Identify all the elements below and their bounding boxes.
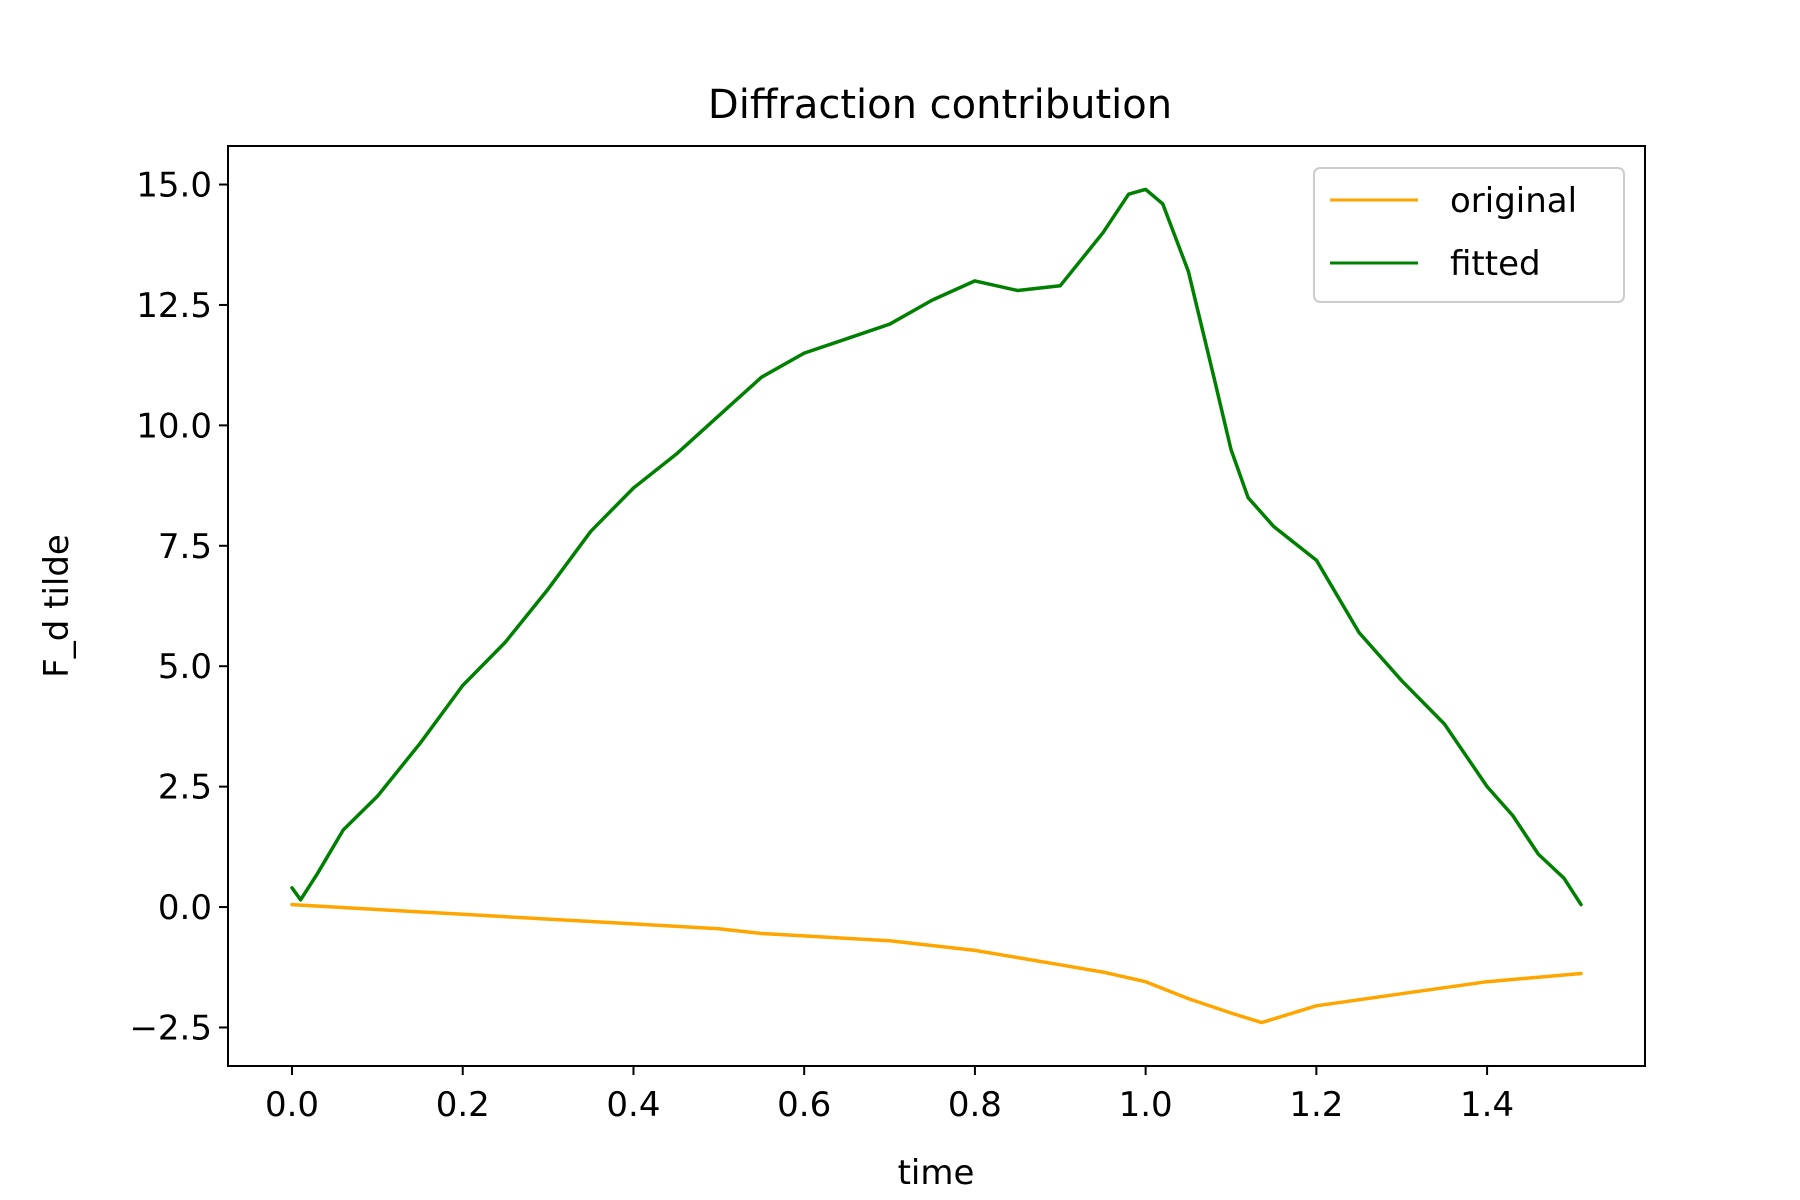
legend-label-original: original bbox=[1450, 181, 1577, 221]
x-tick-label: 0.2 bbox=[436, 1085, 490, 1125]
y-tick-label: 15.0 bbox=[136, 166, 212, 206]
x-tick-label: 0.8 bbox=[948, 1085, 1002, 1125]
x-axis-label: time bbox=[898, 1153, 975, 1193]
chart-title: Diffraction contribution bbox=[708, 82, 1172, 128]
y-tick-label: 5.0 bbox=[158, 647, 212, 687]
y-axis-label: F_d tilde bbox=[37, 534, 77, 678]
x-tick-label: 0.6 bbox=[777, 1085, 831, 1125]
x-tick-label: 0.4 bbox=[606, 1085, 660, 1125]
plot-lines bbox=[290, 187, 1583, 1025]
y-tick-label: 7.5 bbox=[158, 527, 212, 567]
plot-frame bbox=[227, 145, 1646, 1067]
x-axis: 0.0 0.2 0.4 0.6 0.8 1.0 1.2 1.4 bbox=[265, 1066, 1514, 1125]
y-axis: −2.5 0.0 2.5 5.0 7.5 10.0 12.5 15.0 bbox=[129, 166, 228, 1048]
x-tick-label: 0.0 bbox=[265, 1085, 319, 1125]
y-tick-label: −2.5 bbox=[129, 1008, 212, 1048]
series-line-fitted bbox=[290, 187, 1583, 907]
y-tick-label: 10.0 bbox=[136, 406, 212, 446]
y-tick-label: 12.5 bbox=[136, 286, 212, 326]
y-tick-label: 2.5 bbox=[158, 768, 212, 808]
x-tick-label: 1.0 bbox=[1119, 1085, 1173, 1125]
x-tick-label: 1.2 bbox=[1289, 1085, 1343, 1125]
series-line-original bbox=[290, 902, 1583, 1025]
legend-label-fitted: fitted bbox=[1450, 244, 1541, 284]
x-tick-label: 1.4 bbox=[1460, 1085, 1514, 1125]
y-tick-label: 0.0 bbox=[158, 888, 212, 928]
legend: original fitted bbox=[1313, 167, 1625, 303]
